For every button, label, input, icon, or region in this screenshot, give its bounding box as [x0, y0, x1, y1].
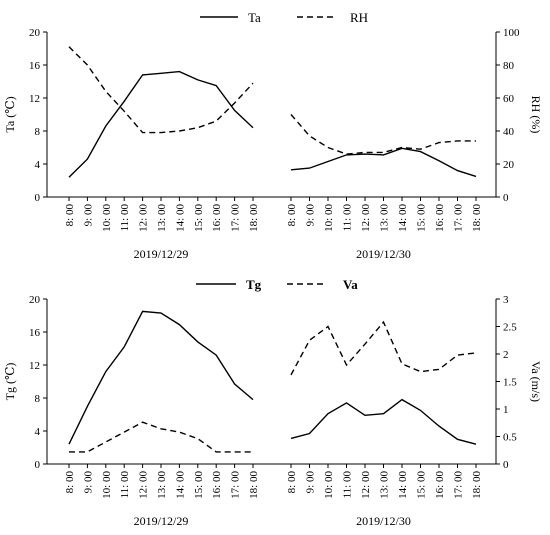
chart-panel-ta-rh: 0 4 8 12 16 20 0 20 40 60 80 100 Ta (℃) RH (%) 8: 00 9:…: [3, 10, 543, 261]
x-tick-label: 14: 00: [397, 471, 409, 499]
left-tick-label: 8: [35, 126, 41, 138]
x-tick-label: 8: 00: [286, 471, 298, 494]
x-tick-label: 11: 00: [119, 204, 131, 232]
x-tick-label: 12: 00: [360, 204, 372, 232]
left-axis-title: Tg (℃): [3, 363, 17, 401]
x-tick-label: 14: 00: [397, 204, 409, 232]
x-tick-label: 8: 00: [64, 471, 76, 494]
left-tick-label: 16: [29, 60, 41, 72]
x-group-label: 2019/12/29: [134, 247, 189, 261]
x-tick-label: 13: 00: [156, 471, 168, 499]
x-tick-label: 11: 00: [342, 204, 354, 232]
x-tick-label: 12: 00: [360, 471, 372, 499]
left-tick-label: 12: [29, 93, 40, 105]
left-tick-label: 4: [35, 159, 41, 171]
right-tick-label: 1.5: [503, 377, 517, 389]
x-tick-label: 10: 00: [101, 204, 113, 232]
left-tick-label: 12: [29, 360, 40, 372]
legend-label-rh: RH: [350, 10, 368, 25]
left-tick-label: 20: [29, 27, 41, 39]
right-tick-label: 0: [503, 192, 509, 204]
x-tick-label: 17: 00: [230, 471, 242, 499]
right-tick-label: 20: [503, 159, 515, 171]
series-line-tg: [68, 310, 254, 445]
right-tick-label: 100: [503, 27, 520, 39]
x-tick-label: 15: 00: [416, 204, 428, 232]
x-tick-label: 12: 00: [138, 471, 150, 499]
x-tick-label: 16: 00: [434, 204, 446, 232]
series-line-tg: [290, 398, 477, 445]
right-tick-label: 40: [503, 126, 515, 138]
right-tick-label: 3: [503, 294, 509, 306]
x-tick-label: 15: 00: [193, 471, 205, 499]
x-group-label: 2019/12/30: [356, 247, 411, 261]
right-tick-label: 80: [503, 60, 515, 72]
x-group-label: 2019/12/29: [134, 514, 189, 528]
x-tick-label: 17: 00: [453, 471, 465, 499]
right-tick-label: 0.5: [503, 432, 517, 444]
x-tick-label: 11: 00: [342, 471, 354, 499]
x-tick-label: 18: 00: [471, 204, 483, 232]
left-tick-label: 0: [35, 192, 41, 204]
x-tick-label: 13: 00: [379, 204, 391, 232]
x-tick-label: 15: 00: [193, 204, 205, 232]
right-axis-title: Va (m/s): [529, 361, 543, 402]
right-tick-label: 1: [503, 404, 509, 416]
x-tick-label: 18: 00: [248, 471, 260, 499]
x-tick-label: 18: 00: [248, 204, 260, 232]
x-tick-label: 16: 00: [211, 204, 223, 232]
x-tick-label: 14: 00: [174, 204, 186, 232]
x-tick-label: 10: 00: [101, 471, 113, 499]
x-tick-label: 9: 00: [305, 204, 317, 227]
series-line-ta: [68, 70, 254, 178]
x-tick-label: 10: 00: [323, 204, 335, 232]
chart-panel-tg-va: 0 4 8 12 16 20 0 0.5 1 1.5 2 2.5 3 Tg (℃) Va (m/s) 8: 0…: [3, 277, 543, 528]
x-tick-label: 14: 00: [174, 471, 186, 499]
series-line-rh: [68, 46, 254, 134]
right-tick-label: 0: [503, 459, 509, 471]
series-line-ta: [290, 147, 477, 178]
x-tick-label: 15: 00: [416, 471, 428, 499]
legend-label-tg: Tg: [246, 277, 262, 292]
x-tick-label: 18: 00: [471, 471, 483, 499]
right-tick-label: 2: [503, 349, 509, 361]
x-tick-label: 13: 00: [379, 471, 391, 499]
left-tick-label: 16: [29, 327, 41, 339]
x-tick-label: 8: 00: [64, 204, 76, 227]
x-group-label: 2019/12/30: [356, 514, 411, 528]
x-tick-label: 9: 00: [305, 471, 317, 494]
x-tick-label: 16: 00: [434, 471, 446, 499]
left-tick-label: 8: [35, 393, 41, 405]
x-tick-label: 12: 00: [138, 204, 150, 232]
x-tick-label: 11: 00: [119, 471, 131, 499]
legend-label-va: Va: [343, 277, 358, 292]
legend-label-ta: Ta: [248, 10, 261, 25]
x-tick-label: 10: 00: [323, 471, 335, 499]
right-tick-label: 2.5: [503, 322, 517, 334]
x-tick-label: 17: 00: [453, 204, 465, 232]
series-line-va: [290, 320, 477, 376]
left-tick-label: 4: [35, 426, 41, 438]
left-tick-label: 0: [35, 459, 41, 471]
series-line-va: [69, 421, 253, 453]
x-tick-label: 8: 00: [286, 204, 298, 227]
left-axis-title: Ta (℃): [3, 96, 17, 132]
right-axis-title: RH (%): [529, 96, 543, 134]
series-line-rh: [290, 114, 476, 155]
x-tick-label: 17: 00: [230, 204, 242, 232]
right-tick-label: 60: [503, 93, 515, 105]
x-tick-label: 16: 00: [211, 471, 223, 499]
x-tick-label: 9: 00: [82, 471, 94, 494]
left-tick-label: 20: [29, 294, 41, 306]
x-tick-label: 13: 00: [156, 204, 168, 232]
x-tick-label: 9: 00: [82, 204, 94, 227]
